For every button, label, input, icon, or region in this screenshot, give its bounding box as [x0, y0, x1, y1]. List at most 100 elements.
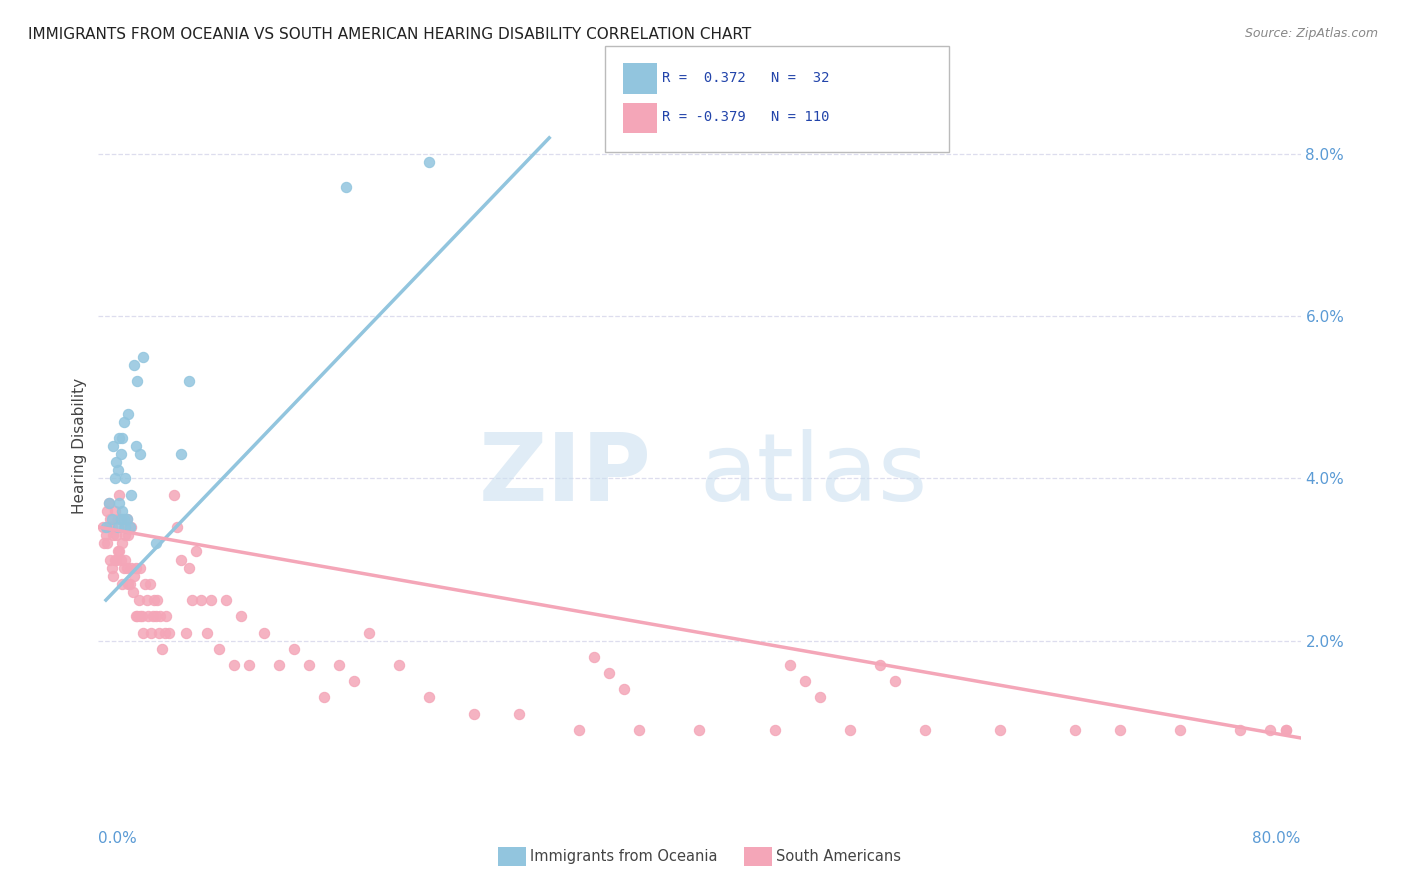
- Point: [107, 512, 129, 526]
- Point: [357, 625, 380, 640]
- Point: [111, 504, 134, 518]
- Text: ZIP: ZIP: [478, 428, 651, 521]
- Point: [101, 512, 124, 526]
- Point: [628, 723, 651, 737]
- Point: [110, 552, 132, 566]
- Point: [117, 577, 139, 591]
- Point: [139, 625, 162, 640]
- Point: [125, 609, 148, 624]
- Point: [94, 520, 117, 534]
- Point: [1064, 723, 1087, 737]
- Point: [121, 488, 143, 502]
- Point: [157, 625, 180, 640]
- Point: [112, 512, 135, 526]
- Point: [136, 609, 159, 624]
- Point: [115, 560, 138, 574]
- Point: [105, 528, 128, 542]
- Point: [568, 723, 591, 737]
- Point: [1260, 723, 1282, 737]
- Point: [127, 374, 149, 388]
- Point: [238, 657, 260, 672]
- Point: [150, 641, 173, 656]
- Point: [174, 625, 197, 640]
- Point: [763, 723, 786, 737]
- Point: [121, 520, 143, 534]
- Point: [97, 496, 120, 510]
- Point: [598, 666, 620, 681]
- Point: [1274, 723, 1296, 737]
- Point: [118, 520, 141, 534]
- Text: R = -0.379   N = 110: R = -0.379 N = 110: [662, 110, 830, 124]
- Point: [149, 609, 172, 624]
- Point: [267, 657, 290, 672]
- Point: [131, 609, 153, 624]
- Point: [508, 706, 530, 721]
- Point: [283, 641, 305, 656]
- Text: atlas: atlas: [700, 428, 928, 521]
- Point: [146, 593, 169, 607]
- Point: [112, 560, 135, 574]
- Point: [793, 674, 815, 689]
- Point: [97, 520, 120, 534]
- Point: [94, 528, 117, 542]
- Point: [91, 520, 114, 534]
- Point: [195, 625, 218, 640]
- Point: [117, 528, 139, 542]
- Point: [583, 649, 606, 664]
- Point: [101, 520, 124, 534]
- Point: [107, 463, 129, 477]
- Point: [135, 593, 157, 607]
- Point: [128, 593, 150, 607]
- Point: [108, 488, 131, 502]
- Point: [328, 657, 350, 672]
- Point: [222, 657, 245, 672]
- Point: [190, 593, 212, 607]
- Point: [231, 609, 253, 624]
- Point: [104, 471, 127, 485]
- Point: [166, 520, 188, 534]
- Point: [111, 577, 134, 591]
- Point: [125, 439, 148, 453]
- Point: [170, 552, 193, 566]
- Point: [96, 536, 118, 550]
- Point: [988, 723, 1011, 737]
- Point: [105, 455, 128, 469]
- Point: [138, 577, 160, 591]
- Point: [253, 625, 276, 640]
- Point: [184, 544, 207, 558]
- Point: [110, 512, 132, 526]
- Point: [838, 723, 860, 737]
- Point: [108, 496, 131, 510]
- Point: [177, 560, 200, 574]
- Point: [110, 447, 132, 461]
- Point: [914, 723, 936, 737]
- Point: [312, 690, 335, 705]
- Point: [114, 471, 136, 485]
- Point: [103, 568, 125, 582]
- Text: 80.0%: 80.0%: [1253, 831, 1301, 846]
- Text: R =  0.372   N =  32: R = 0.372 N = 32: [662, 70, 830, 85]
- Point: [97, 496, 120, 510]
- Point: [1229, 723, 1251, 737]
- Point: [145, 609, 167, 624]
- Point: [1170, 723, 1192, 737]
- Point: [110, 512, 132, 526]
- Point: [208, 641, 231, 656]
- Point: [134, 577, 156, 591]
- Point: [343, 674, 366, 689]
- Point: [129, 560, 152, 574]
- Point: [129, 609, 152, 624]
- Point: [103, 528, 125, 542]
- Point: [112, 520, 135, 534]
- Point: [177, 374, 200, 388]
- Point: [114, 520, 136, 534]
- Point: [93, 536, 115, 550]
- Point: [1109, 723, 1132, 737]
- Point: [117, 407, 139, 421]
- Text: 0.0%: 0.0%: [98, 831, 138, 846]
- Point: [108, 544, 131, 558]
- Point: [124, 568, 146, 582]
- Text: IMMIGRANTS FROM OCEANIA VS SOUTH AMERICAN HEARING DISABILITY CORRELATION CHART: IMMIGRANTS FROM OCEANIA VS SOUTH AMERICA…: [28, 27, 751, 42]
- Point: [132, 350, 155, 364]
- Point: [215, 593, 238, 607]
